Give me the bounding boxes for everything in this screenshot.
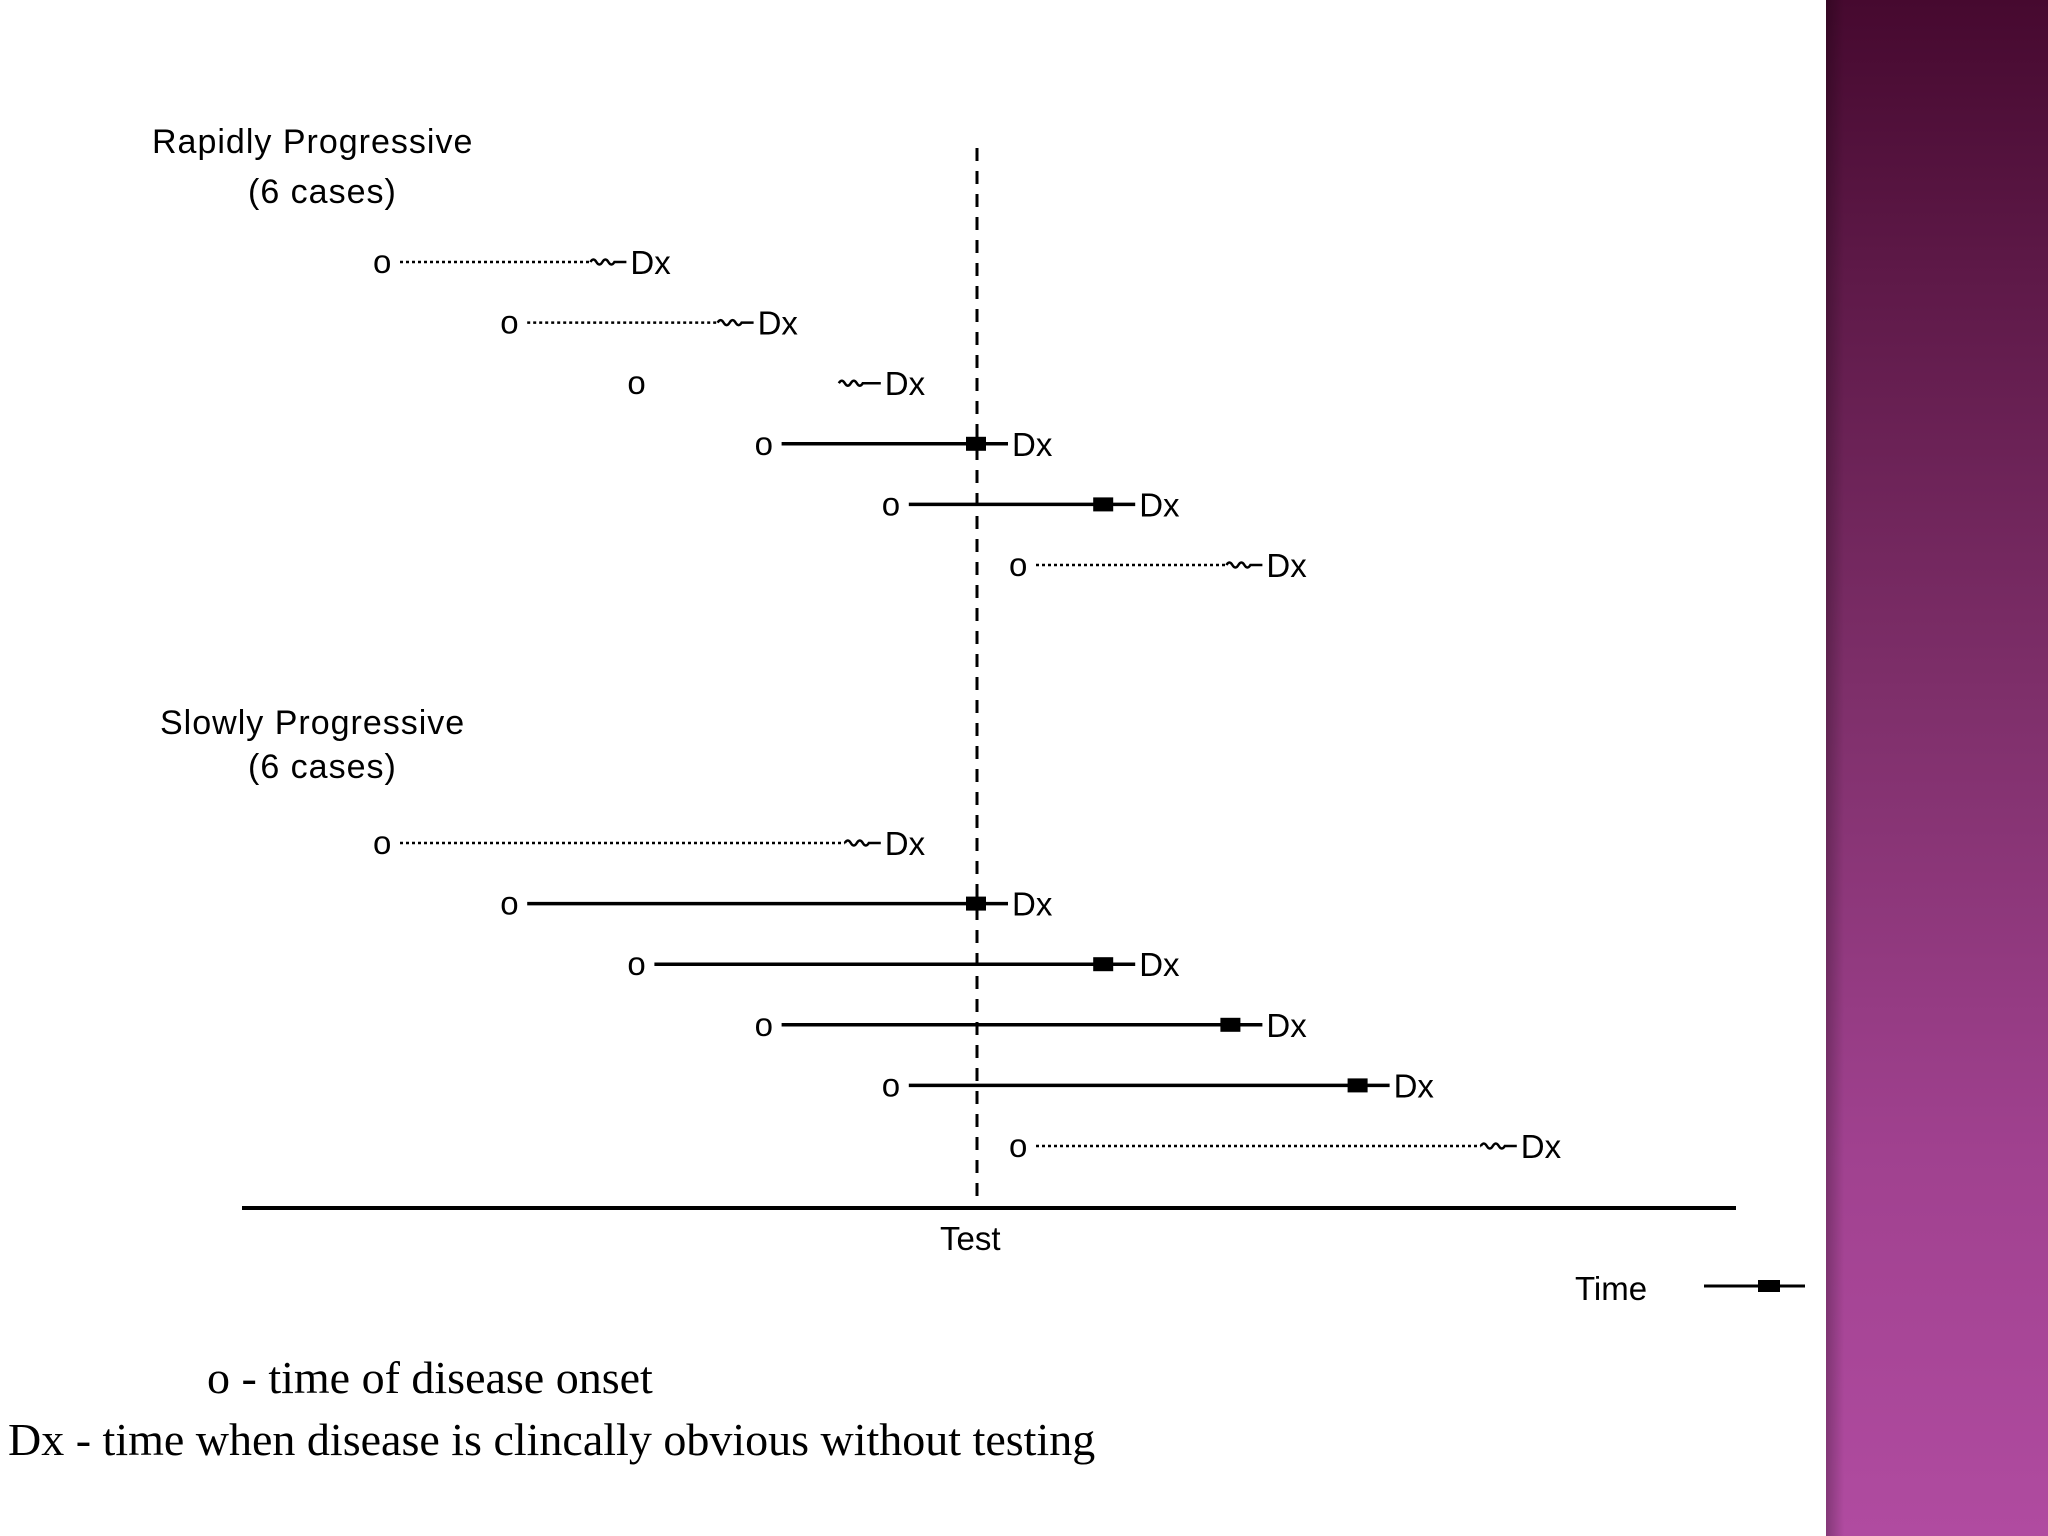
onset-marker: o: [373, 243, 391, 280]
case-row: o Dx: [1009, 1127, 1562, 1165]
case-row: o Dx: [373, 824, 926, 862]
case-row: o Dx: [755, 1006, 1308, 1044]
squiggle-segment: [1479, 1142, 1517, 1150]
time-label: Time: [1575, 1270, 1647, 1307]
legend-dx: Dx - time when disease is clincally obvi…: [8, 1414, 1095, 1465]
case-row: o Dx: [882, 485, 1180, 523]
squiggle-segment: [837, 379, 881, 387]
group-title-rapid: Rapidly Progressive: [152, 123, 473, 161]
dx-marker: Dx: [1139, 946, 1180, 983]
arrow-head: [966, 436, 986, 451]
time-arrow-icon: [1704, 1280, 1805, 1292]
squiggle-segment: [716, 318, 754, 327]
arrow-head: [966, 896, 986, 911]
arrow-head: [1093, 957, 1114, 972]
arrow-head: [1347, 1078, 1368, 1093]
dx-marker: Dx: [1139, 486, 1180, 523]
sidebar-shadow: [1826, 0, 1844, 1536]
dx-marker: Dx: [1012, 886, 1053, 923]
dx-marker: Dx: [1266, 1007, 1307, 1044]
onset-marker: o: [627, 945, 645, 982]
dx-marker: Dx: [1394, 1067, 1435, 1104]
arrow-head: [1220, 1017, 1241, 1032]
onset-marker: o: [755, 425, 773, 462]
cases-layer: o Dx o Dx o Dx o Dx o Dx o Dx o Dx o Dx o Dx o Dx o Dx o Dx: [373, 243, 1562, 1165]
onset-marker: o: [1009, 546, 1027, 583]
squiggle-segment: [589, 258, 627, 266]
squiggle-segment: [843, 839, 881, 847]
case-row: o Dx: [500, 885, 1053, 923]
case-row: o Dx: [373, 243, 671, 281]
group-title-slow: Slowly Progressive: [160, 704, 465, 742]
legend-onset: o - time of disease onset: [207, 1352, 653, 1403]
onset-marker: o: [627, 364, 645, 401]
onset-marker: o: [882, 1066, 900, 1103]
decorative-sidebar: [1826, 0, 2048, 1536]
case-row: o Dx: [882, 1066, 1435, 1104]
onset-marker: o: [373, 824, 391, 861]
case-row: o Dx: [627, 945, 1180, 983]
squiggle-segment: [1225, 561, 1263, 569]
onset-marker: o: [1009, 1127, 1027, 1164]
onset-marker: o: [755, 1006, 773, 1043]
dx-marker: Dx: [758, 305, 799, 342]
dx-marker: Dx: [1266, 547, 1307, 584]
group-subtitle-slow: (6 cases): [248, 748, 397, 786]
case-row: o Dx: [500, 304, 798, 342]
dx-marker: Dx: [1521, 1128, 1562, 1165]
dx-marker: Dx: [885, 365, 926, 402]
case-row: o Dx: [755, 425, 1053, 463]
test-label: Test: [940, 1220, 1001, 1257]
group-subtitle-rapid: (6 cases): [248, 173, 397, 211]
dx-marker: Dx: [885, 825, 926, 862]
arrow-head: [1093, 497, 1114, 512]
dx-marker: Dx: [630, 244, 671, 281]
case-row: o Dx: [1009, 546, 1307, 584]
onset-marker: o: [500, 885, 518, 922]
case-row: o Dx: [627, 364, 925, 402]
onset-marker: o: [882, 485, 900, 522]
dx-marker: Dx: [1012, 426, 1053, 463]
onset-marker: o: [500, 304, 518, 341]
